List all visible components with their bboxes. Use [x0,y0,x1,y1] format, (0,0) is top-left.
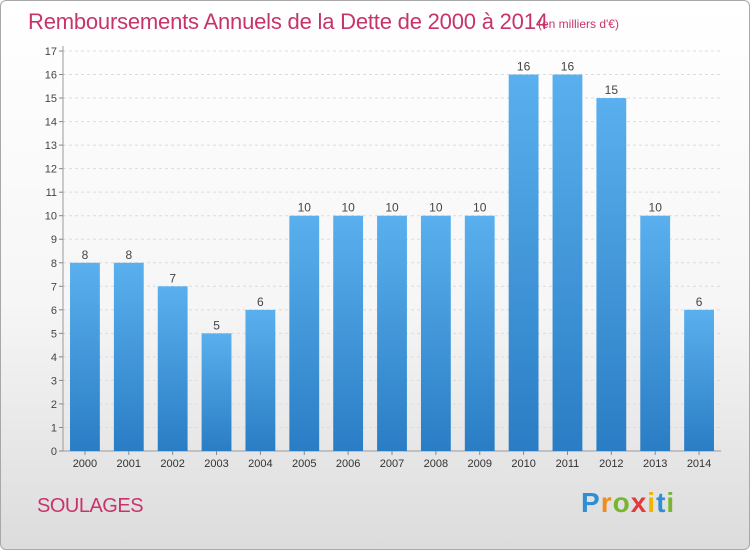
bar-value-label: 6 [257,295,264,309]
bar [596,98,627,451]
bar-value-label: 15 [605,83,619,97]
y-tick-label: 10 [45,211,57,223]
bar [289,215,320,451]
logo-letter: i [666,487,676,518]
bar-value-label: 8 [125,248,132,262]
x-tick-label: 2014 [687,458,711,470]
bar-value-label: 10 [473,201,487,215]
x-tick-label: 2001 [117,458,141,470]
commune-name: SOULAGES [37,495,144,517]
bar [377,215,407,451]
y-tick-label: 15 [45,93,57,105]
bar-value-label: 10 [385,201,399,215]
logo-letter: P [581,487,601,518]
y-tick-label: 5 [51,328,57,340]
bar [420,215,451,451]
bar [245,309,276,451]
logo-letter: t [656,487,667,518]
bar [70,262,100,451]
bar [640,215,671,451]
bar-value-label: 7 [169,271,176,285]
x-labels: 2000 2001 2002 2003 2004 2005 2006 2007 2008 2009… [73,451,711,470]
y-tick-label: 3 [51,375,57,387]
bar-value-label: 16 [561,60,575,74]
x-tick-label: 2012 [599,458,623,470]
bar-value-label: 6 [696,295,703,309]
x-tick-label: 2004 [248,458,272,470]
bar [552,74,583,451]
bar [113,262,144,451]
x-tick-label: 2013 [643,458,667,470]
bar-value-label: 10 [341,201,355,215]
x-tick-label: 2008 [424,458,448,470]
proxiti-logo: Proxiti [581,487,675,519]
bar-value-label: 5 [213,318,220,332]
y-tick-label: 14 [45,117,57,129]
y-tick-label: 17 [45,46,57,58]
y-tick-label: 9 [51,234,57,246]
y-tick-label: 7 [51,281,57,293]
unit-note: (en milliers d'€) [538,17,619,31]
x-tick-label: 2010 [511,458,535,470]
logo-letter: o [612,487,631,518]
y-tick-label: 0 [51,446,57,458]
y-tick-label: 2 [51,399,57,411]
y-tick-label: 13 [45,140,57,152]
x-tick-label: 2006 [336,458,360,470]
y-tick-label: 1 [51,422,57,434]
bar [508,74,539,451]
x-tick-label: 2009 [467,458,491,470]
logo-letter: x [630,487,648,518]
y-tick-label: 8 [51,258,57,270]
y-tick-label: 6 [51,305,57,317]
y-tick-label: 11 [46,187,57,199]
bars: 8 8 7 5 6 10 10 10 10 10 16 16 15 10 6 [70,60,714,451]
x-tick-label: 2007 [380,458,404,470]
logo-letter: i [647,487,657,518]
y-tick-label: 16 [45,70,57,82]
x-tick-label: 2000 [73,458,97,470]
x-tick-label: 2011 [556,458,580,470]
bar [333,215,364,451]
logo-letter: r [600,487,613,518]
bar-value-label: 10 [649,201,663,215]
bar [157,286,188,451]
bar-value-label: 10 [429,201,443,215]
bar [464,215,495,451]
chart-title: Remboursements Annuels de la Dette de 20… [28,9,548,34]
bar-value-label: 16 [517,60,531,74]
bar-value-label: 10 [298,201,312,215]
x-tick-label: 2005 [292,458,316,470]
y-tick-label: 4 [51,352,57,364]
bar [684,309,714,451]
bar-value-label: 8 [82,248,89,262]
y-tick-label: 12 [45,164,57,176]
bar [201,333,232,451]
x-tick-label: 2002 [160,458,184,470]
x-tick-label: 2003 [204,458,228,470]
